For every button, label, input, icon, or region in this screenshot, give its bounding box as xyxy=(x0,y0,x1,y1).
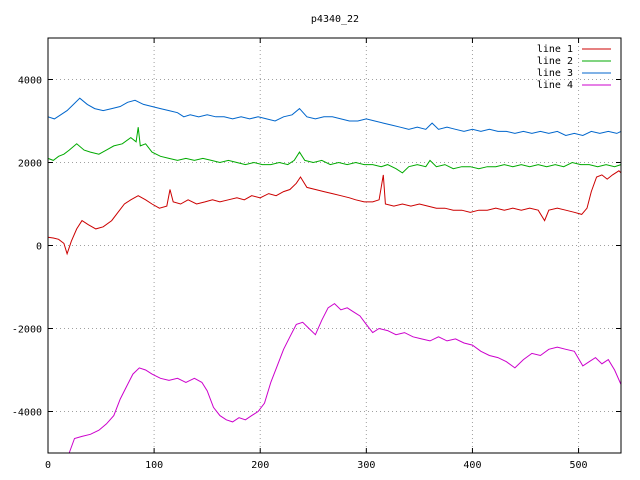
series-line-4 xyxy=(68,302,622,454)
series-line-2 xyxy=(47,127,622,174)
axes: 0 100 200 300 400 500 -4000 -2000 0 2000 4000 xyxy=(12,37,622,471)
y-tick-label: 0 xyxy=(36,242,42,253)
legend-label-1: line 1 xyxy=(537,44,573,55)
series-group xyxy=(47,97,622,454)
x-tick-label: 400 xyxy=(463,460,481,471)
x-tick-label: 100 xyxy=(145,460,163,471)
series-line-1 xyxy=(47,170,622,256)
y-tick-label: -4000 xyxy=(12,408,42,419)
x-tick-label: 300 xyxy=(357,460,375,471)
x-tick-label: 500 xyxy=(570,460,588,471)
x-tick-label: 200 xyxy=(251,460,269,471)
x-tick-label: 0 xyxy=(45,460,51,471)
series-line-3 xyxy=(47,97,622,137)
legend-label-3: line 3 xyxy=(537,68,573,79)
legend-label-4: line 4 xyxy=(537,80,573,91)
y-tick-label: 4000 xyxy=(18,76,42,87)
legend-label-2: line 2 xyxy=(537,56,573,67)
y-tick-label: -2000 xyxy=(12,325,42,336)
chart-title: p4340_22 xyxy=(311,14,359,25)
y-tick-label: 2000 xyxy=(18,159,42,170)
